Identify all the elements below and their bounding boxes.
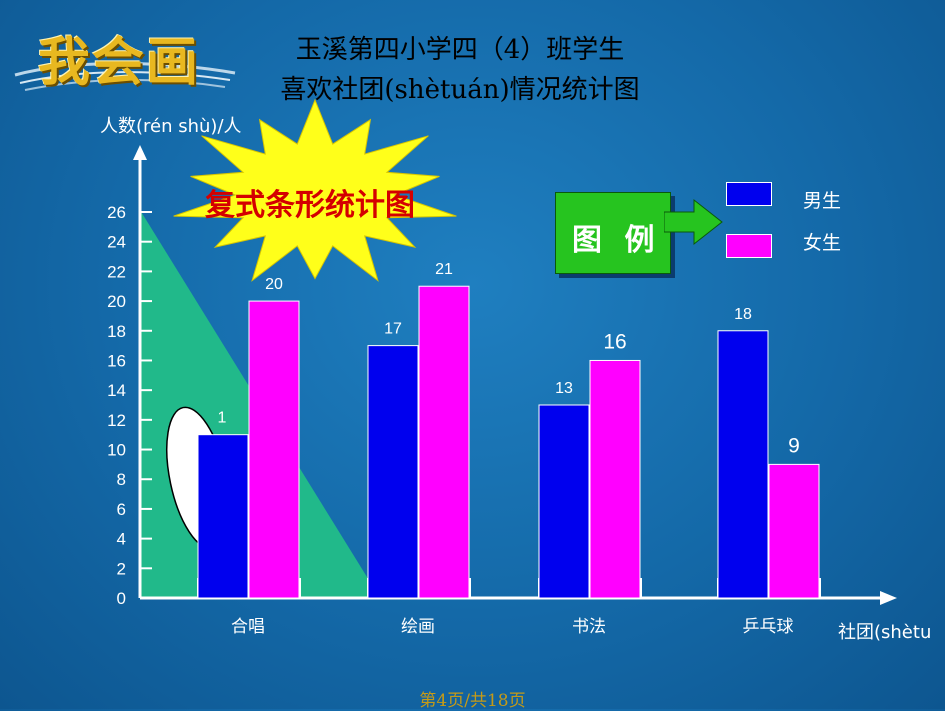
starburst-shape (173, 98, 457, 282)
x-axis-label: 社团(shètu (838, 622, 932, 643)
data-label-girls-2: 16 (603, 330, 626, 353)
x-tick-label: 乒乓球 (743, 617, 794, 637)
y-axis-arrow-icon (133, 145, 147, 160)
y-tick-label: 2 (117, 559, 126, 578)
y-tick-label: 26 (107, 203, 126, 222)
y-tick-label: 0 (117, 589, 126, 608)
y-tick-label: 14 (107, 381, 126, 400)
bar-girls-0 (248, 300, 300, 599)
legend-swatch-boys (726, 182, 772, 206)
data-label-girls-3: 9 (788, 434, 800, 457)
bar-girls-1 (418, 285, 470, 599)
data-label-boys-2: 13 (555, 380, 573, 397)
y-tick-label: 24 (107, 233, 126, 252)
data-label-boys-1: 17 (384, 321, 402, 338)
bar-boys-0 (197, 434, 249, 599)
legend-box (555, 192, 671, 274)
title-line-2: 喜欢社团(shètuán)情况统计图 (280, 75, 640, 105)
legend-label-boys: 男生 (803, 190, 842, 212)
x-tick-label: 书法 (572, 617, 606, 637)
chart-data-labels: 1 20 17 21 13 16 18 9 (218, 261, 800, 457)
y-tick-label: 8 (117, 470, 126, 489)
y-tick-label: 6 (117, 500, 126, 519)
bar-boys-3 (717, 330, 769, 599)
y-tick-label: 20 (107, 292, 126, 311)
x-tick-label: 绘画 (401, 617, 435, 637)
page-footer: 第4页/共18页 (419, 691, 526, 711)
title-line-1: 玉溪第四小学四（4）班学生 (295, 35, 625, 65)
data-label-boys-0: 1 (218, 410, 227, 427)
data-label-girls-1: 21 (435, 261, 453, 278)
legend-swatch-girls (726, 234, 772, 258)
x-axis-arrow-icon (880, 591, 897, 605)
y-tick-label: 18 (107, 322, 126, 341)
bar-girls-3 (768, 463, 820, 599)
logo-text: 我会画 (38, 33, 201, 93)
chart-title: 玉溪第四小学四（4）班学生 喜欢社团(shètuán)情况统计图 (220, 30, 700, 110)
y-axis-label: 人数(rén shù)/人 (100, 116, 242, 137)
bar-boys-2 (538, 404, 590, 599)
x-tick-label: 合唱 (231, 617, 265, 637)
y-tick-label: 16 (107, 351, 126, 370)
bar-boys-1 (367, 345, 419, 599)
chart-bars (197, 285, 820, 599)
starburst-text: 复式条形统计图 (205, 188, 415, 223)
legend-title: 图 例 (572, 223, 661, 258)
legend-label-girls: 女生 (803, 232, 842, 254)
data-label-girls-0: 20 (265, 276, 283, 293)
legend-arrow-icon (664, 198, 723, 246)
data-label-boys-3: 18 (734, 306, 752, 323)
y-tick-label: 12 (107, 411, 126, 430)
bar-girls-2 (589, 359, 641, 599)
y-tick-label: 22 (107, 262, 126, 281)
logo-swirl-decoration (14, 61, 236, 91)
y-tick-label: 10 (107, 441, 126, 460)
y-tick-label: 4 (117, 530, 126, 549)
